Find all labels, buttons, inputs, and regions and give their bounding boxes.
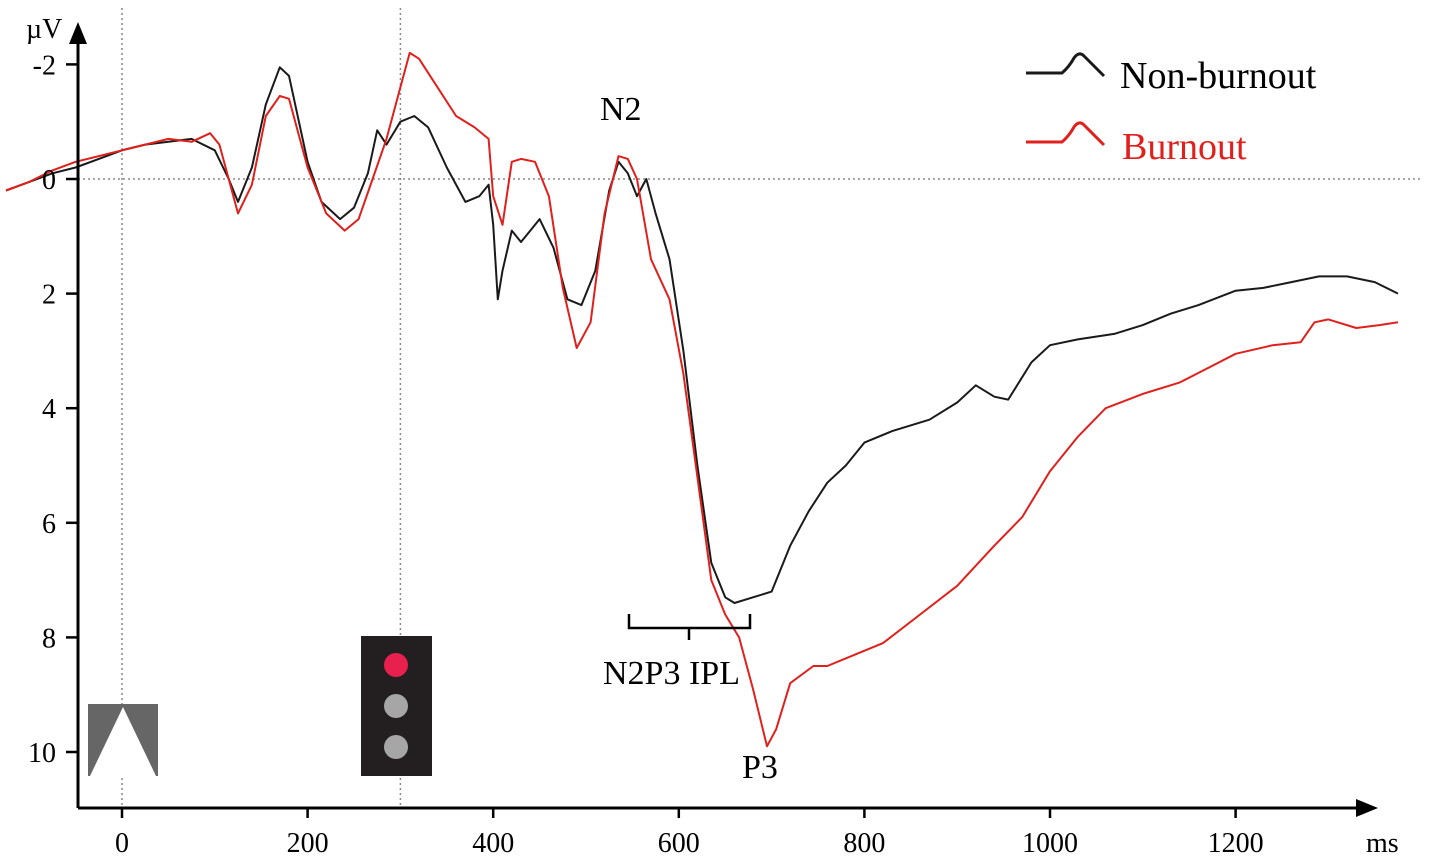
axes: 0 200 400 600 800 1000 1200 -2 0 2 4 6 8 10 µV ms [26,14,1399,859]
y-axis-arrow [69,22,87,44]
y-axis-unit: µV [26,14,62,45]
x-axis-unit: ms [1366,828,1399,859]
annotation-n2: N2 [600,91,642,128]
x-tick-label: 600 [658,828,700,859]
red-light [384,653,408,677]
legend-label-burnout: Burnout [1122,126,1247,168]
traffic-light-icon [361,636,432,776]
gray-light-bottom [384,735,408,759]
x-tick-label: 1200 [1208,828,1264,859]
y-tick-label: -2 [33,50,56,81]
y-tick-label: 0 [42,165,56,196]
legend: Non-burnout Burnout [1026,52,1317,168]
x-axis-arrow [1356,799,1378,817]
annotation-p3: P3 [742,749,778,786]
series-layer [5,51,1399,748]
legend-label-non-burnout: Non-burnout [1120,55,1317,97]
y-tick-label: 8 [42,623,56,654]
y-tick-label: 6 [42,509,56,540]
n2p3-ipl-bracket [627,614,752,640]
legend-swatch-non-burnout [1026,52,1106,78]
x-tick-label: 800 [843,828,885,859]
x-tick-label: 400 [472,828,514,859]
annotations: N2 N2P3 IPL P3 [600,91,778,786]
y-tick-label: 10 [28,738,56,769]
series-line-non-burnout [5,66,1399,604]
legend-swatch-burnout [1026,121,1106,147]
y-tick-label: 4 [42,394,56,425]
x-ticks: 0 200 400 600 800 1000 1200 [115,808,1264,859]
x-tick-label: 1000 [1022,828,1078,859]
stimulus-triangle-icon [88,704,158,776]
gray-light-middle [384,694,408,718]
series-line-burnout [5,51,1399,748]
y-tick-label: 2 [42,280,56,311]
y-ticks: -2 0 2 4 6 8 10 [28,50,78,769]
x-tick-label: 200 [287,828,329,859]
annotation-n2p3-ipl: N2P3 IPL [603,655,740,692]
x-tick-label: 0 [115,828,129,859]
